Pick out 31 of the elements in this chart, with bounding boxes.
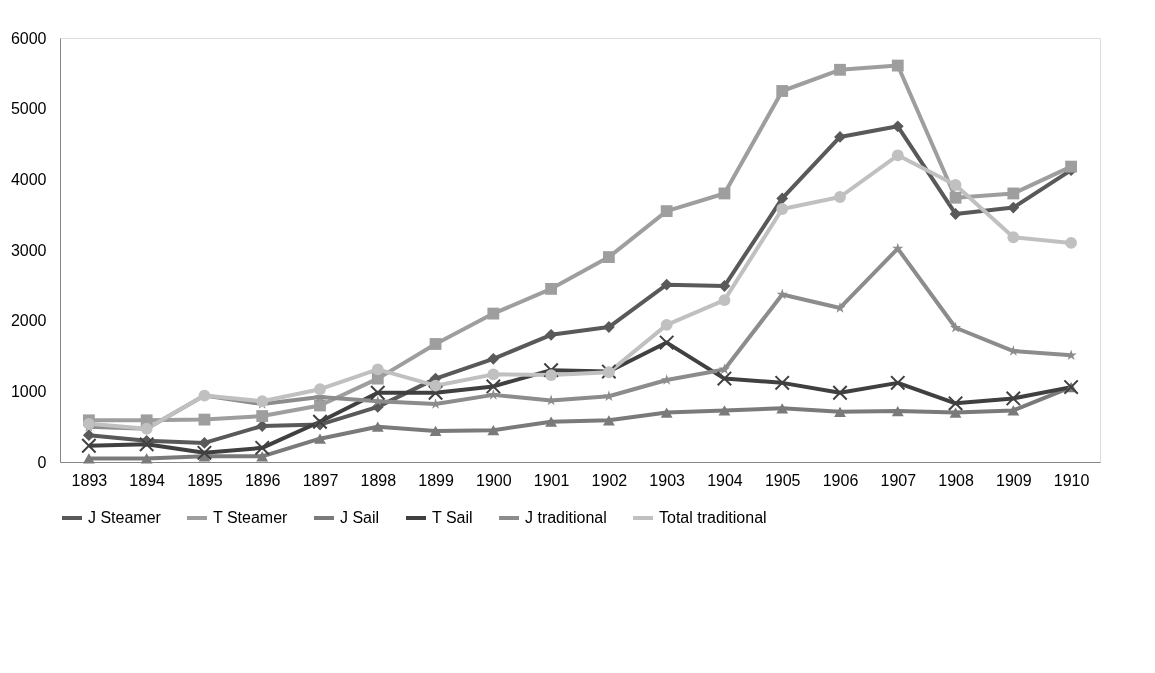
x-tick-label: 1902 (591, 471, 628, 489)
x-tick-label: 1903 (649, 471, 686, 489)
y-tick-label: 5000 (10, 100, 47, 118)
legend-label: Total traditional (659, 509, 767, 526)
x-tick-label: 1899 (418, 471, 454, 489)
legend-label: J traditional (525, 509, 607, 526)
legend-label: T Steamer (213, 509, 289, 526)
x-tick-label: 1907 (880, 471, 917, 489)
legend-label: T Sail (432, 509, 473, 526)
x-tick-label: 1898 (360, 471, 397, 489)
y-tick-label: 2000 (10, 312, 47, 330)
x-tick-label: 1905 (764, 471, 801, 489)
x-tick-label: 1900 (476, 471, 512, 489)
y-tick-label: 3000 (10, 241, 47, 259)
x-tick-label: 1909 (996, 471, 1032, 489)
x-tick-label: 1894 (129, 471, 166, 489)
x-tick-label: 1897 (302, 471, 339, 489)
x-tick-label: 1904 (707, 471, 743, 489)
legend-label: J Sail (340, 509, 380, 526)
y-tick-label: 1000 (10, 382, 47, 400)
x-tick-label: 1901 (533, 471, 570, 489)
y-tick-label: 6000 (10, 29, 47, 47)
legend-label: J Steamer (88, 509, 162, 526)
x-tick-label: 1910 (1053, 471, 1090, 489)
x-tick-label: 1893 (71, 471, 108, 489)
x-tick-label: 1908 (938, 471, 974, 489)
x-tick-label: 1895 (187, 471, 223, 489)
x-tick-label: 1906 (822, 471, 859, 489)
y-tick-label: 4000 (10, 170, 47, 188)
x-tick-label: 1896 (244, 471, 281, 489)
y-tick-label: 0 (37, 453, 47, 471)
